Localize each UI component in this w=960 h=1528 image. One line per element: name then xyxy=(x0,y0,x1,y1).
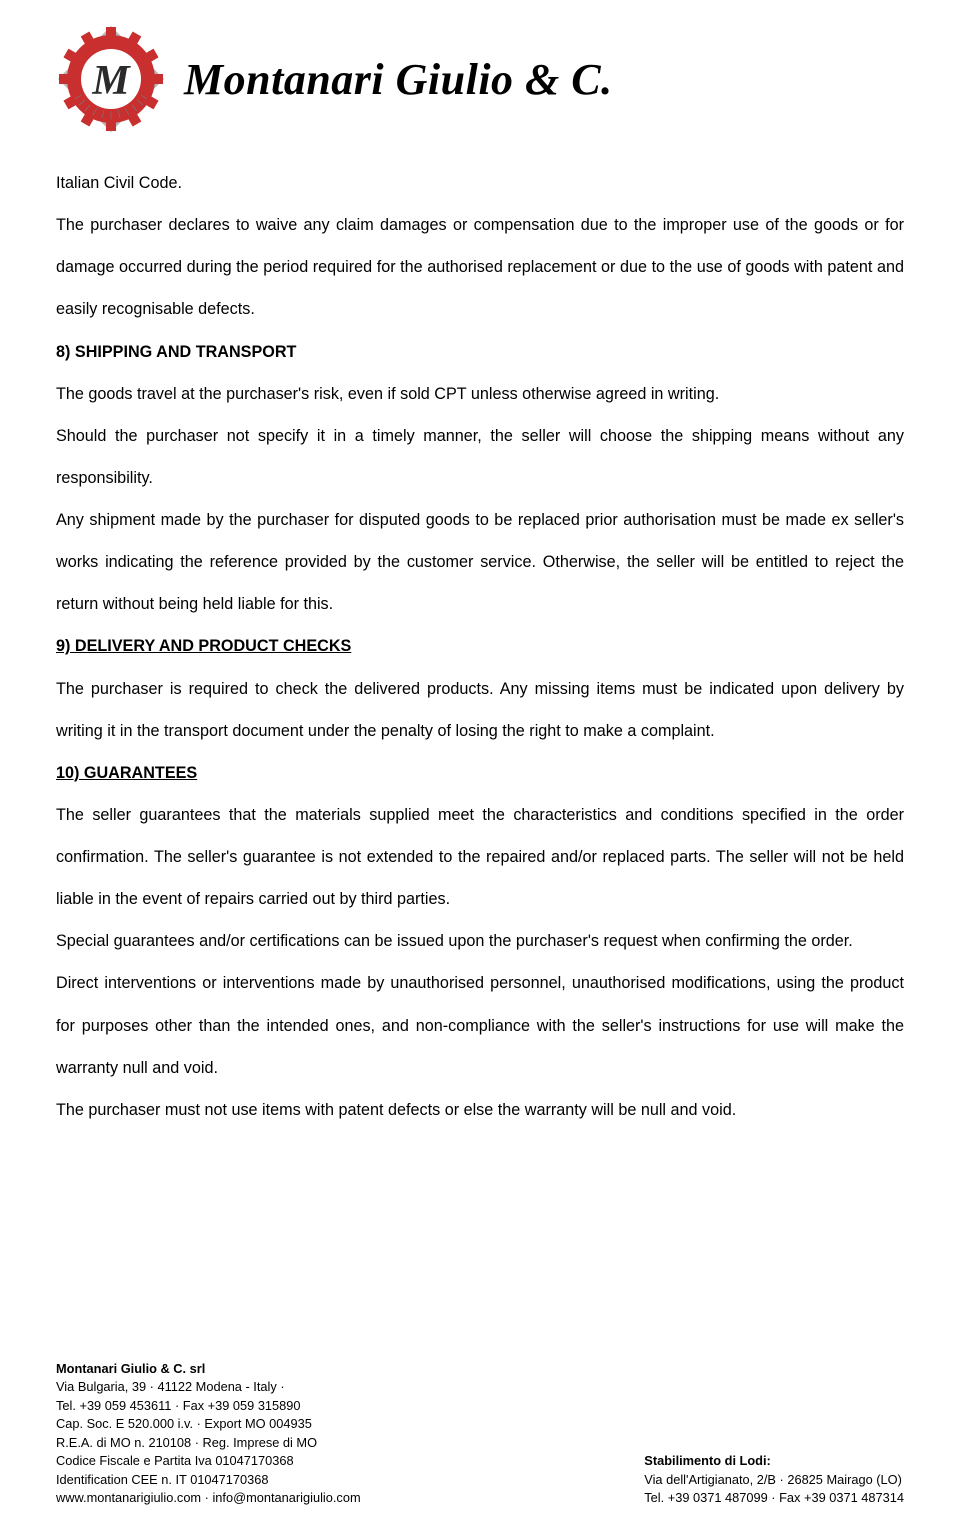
footer-cee: Identification CEE n. IT 01047170368 xyxy=(56,1471,361,1490)
footer-company: Montanari Giulio & C. srl xyxy=(56,1360,361,1379)
paragraph: Any shipment made by the purchaser for d… xyxy=(56,499,904,625)
section-heading-8: 8) SHIPPING AND TRANSPORT xyxy=(56,331,904,373)
paragraph: The purchaser declares to waive any clai… xyxy=(56,204,904,330)
section-heading-9: 9) DELIVERY AND PRODUCT CHECKS xyxy=(56,625,904,667)
paragraph: Should the purchaser not specify it in a… xyxy=(56,415,904,499)
paragraph: The purchaser must not use items with pa… xyxy=(56,1089,904,1131)
footer-tel: Tel. +39 059 453611 · Fax +39 059 315890 xyxy=(56,1397,361,1416)
footer-plant: Stabilimento di Lodi: xyxy=(644,1452,904,1471)
paragraph: The purchaser is required to check the d… xyxy=(56,668,904,752)
section-heading-10: 10) GUARANTEES xyxy=(56,752,904,794)
footer-address: Via Bulgaria, 39 · 41122 Modena - Italy … xyxy=(56,1378,361,1397)
paragraph: Italian Civil Code. xyxy=(56,162,904,204)
paragraph: The goods travel at the purchaser's risk… xyxy=(56,373,904,415)
footer-web: www.montanarigiulio.com · info@montanari… xyxy=(56,1489,361,1508)
paragraph: The seller guarantees that the materials… xyxy=(56,794,904,920)
paragraph: Direct interventions or interventions ma… xyxy=(56,962,904,1088)
footer-plant-address: Via dell'Artigianato, 2/B · 26825 Mairag… xyxy=(644,1471,904,1490)
footer-plant-tel: Tel. +39 0371 487099 · Fax +39 0371 4873… xyxy=(644,1489,904,1508)
letterhead-header: M xyxy=(56,24,904,134)
footer-left-block: Montanari Giulio & C. srl Via Bulgaria, … xyxy=(56,1360,361,1508)
company-name: Montanari Giulio & C. xyxy=(184,54,613,105)
footer-rea: R.E.A. di MO n. 210108 · Reg. Imprese di… xyxy=(56,1434,361,1453)
paragraph: Special guarantees and/or certifications… xyxy=(56,920,904,962)
footer-cap: Cap. Soc. E 520.000 i.v. · Export MO 004… xyxy=(56,1415,361,1434)
company-logo: M xyxy=(56,24,166,134)
letterhead-footer: Montanari Giulio & C. srl Via Bulgaria, … xyxy=(56,1360,904,1508)
footer-cf: Codice Fiscale e Partita Iva 01047170368 xyxy=(56,1452,361,1471)
document-body: Italian Civil Code. The purchaser declar… xyxy=(56,162,904,1131)
document-page: M xyxy=(0,0,960,1131)
footer-right-block: Stabilimento di Lodi: Via dell'Artigiana… xyxy=(644,1452,904,1508)
svg-text:M: M xyxy=(91,58,131,104)
